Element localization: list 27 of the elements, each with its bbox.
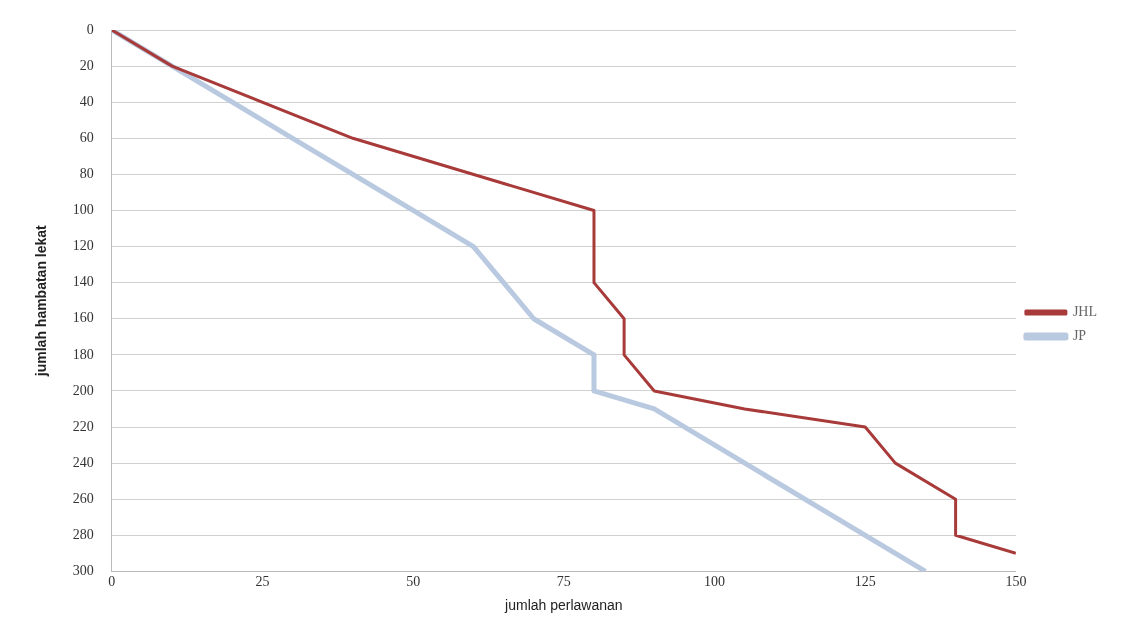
y-tick-label: 120: [72, 238, 94, 254]
y-tick-label: 220: [72, 418, 94, 434]
y-tick-label: 300: [72, 563, 94, 579]
legend-label: JHL: [1072, 304, 1098, 320]
y-tick-label: 140: [72, 274, 94, 290]
y-tick-label: 240: [72, 454, 94, 470]
y-tick-label: 280: [72, 526, 94, 542]
y-tick-label: 160: [72, 310, 94, 326]
y-axis-title: jumlah hambatan lekat: [33, 224, 50, 378]
x-tick-label: 75: [556, 574, 571, 590]
y-tick-label: 260: [72, 490, 94, 506]
y-tick-label: 20: [79, 57, 94, 73]
x-tick-label: 125: [854, 574, 876, 590]
x-axis-title: jumlah perlawanan: [504, 597, 623, 614]
y-tick-label: 200: [72, 382, 94, 398]
y-tick-label: 100: [72, 202, 94, 218]
y-tick-label: 0: [86, 21, 94, 37]
x-tick-label: 150: [1005, 574, 1027, 590]
legend-label: JP: [1072, 328, 1087, 344]
y-tick-label: 60: [79, 129, 94, 145]
x-tick-label: 100: [704, 574, 726, 590]
x-tick-label: 50: [406, 574, 421, 590]
x-tick-label: 0: [108, 574, 116, 590]
y-tick-label: 80: [79, 166, 94, 182]
y-tick-label: 180: [72, 346, 94, 362]
y-tick-label: 40: [79, 93, 94, 109]
x-tick-label: 25: [255, 574, 270, 590]
